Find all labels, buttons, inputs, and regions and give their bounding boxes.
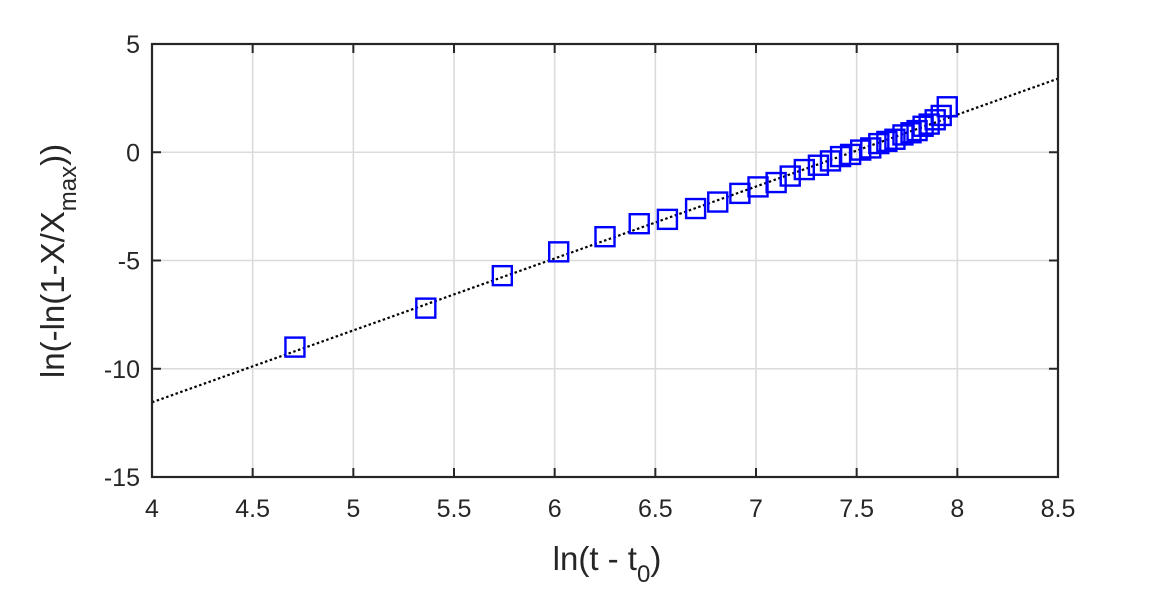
- data-point-marker: [656, 208, 679, 231]
- x-axis-title-subscript: 0: [637, 561, 650, 588]
- y-tick-label: -10: [104, 356, 140, 384]
- data-point-marker: [779, 165, 801, 187]
- x-tick-label: 5: [346, 495, 360, 523]
- y-axis-title-tail: )): [34, 144, 71, 166]
- data-point-marker: [547, 241, 570, 263]
- x-tick-label: 6: [548, 495, 562, 523]
- data-point-marker: [924, 109, 946, 131]
- y-tick-label: 0: [126, 139, 140, 167]
- y-tick-label: -5: [118, 248, 140, 276]
- data-point-marker: [415, 297, 437, 319]
- x-axis-title: ln(t - t0): [553, 540, 662, 588]
- x-axis-title-tail: ): [650, 540, 661, 577]
- data-point-marker: [868, 132, 890, 155]
- x-tick-label: 4.5: [235, 495, 270, 523]
- y-axis-title: ln(-ln(1-X/Xmax)): [34, 144, 82, 378]
- data-point-marker: [906, 119, 928, 142]
- data-point-marker: [284, 336, 306, 358]
- data-point-marker: [707, 191, 729, 213]
- data-point-marker: [884, 128, 906, 150]
- axes-layer: [150, 42, 1060, 479]
- y-axis-title-base: ln(-ln(1-X/X: [34, 211, 71, 378]
- y-tick-label: -15: [104, 464, 140, 492]
- data-point-marker: [684, 197, 707, 220]
- y-axis-title-subscript: max: [55, 166, 82, 211]
- data-point-marker: [491, 264, 514, 287]
- data-point-marker: [912, 115, 934, 137]
- x-tick-label: 7.5: [839, 495, 874, 523]
- y-tick-label: 5: [126, 31, 140, 59]
- x-tick-label: 8.5: [1041, 495, 1076, 523]
- x-tick-label: 7: [749, 495, 763, 523]
- data-point-marker: [628, 212, 650, 235]
- data-point-marker: [765, 171, 787, 194]
- x-tick-label: 8: [950, 495, 964, 523]
- data-point-marker: [807, 154, 830, 176]
- x-axis-title-base: ln(t - t: [553, 540, 637, 577]
- x-tick-label: 6.5: [638, 495, 673, 523]
- grid-layer: [152, 44, 1058, 477]
- data-point-marker: [860, 137, 882, 159]
- x-tick-label: 4: [145, 495, 159, 523]
- data-point-marker: [876, 130, 898, 153]
- data-point-marker: [793, 158, 816, 181]
- data-point-marker: [594, 225, 616, 248]
- x-tick-label: 5.5: [437, 495, 472, 523]
- marker-layer: [284, 96, 958, 358]
- data-point-marker: [936, 96, 958, 118]
- tick-label-layer: 4 4.5 5 5.5 6 6.5 7 7.5 8 8.5 -15 -10 -5 0 5: [104, 31, 1076, 523]
